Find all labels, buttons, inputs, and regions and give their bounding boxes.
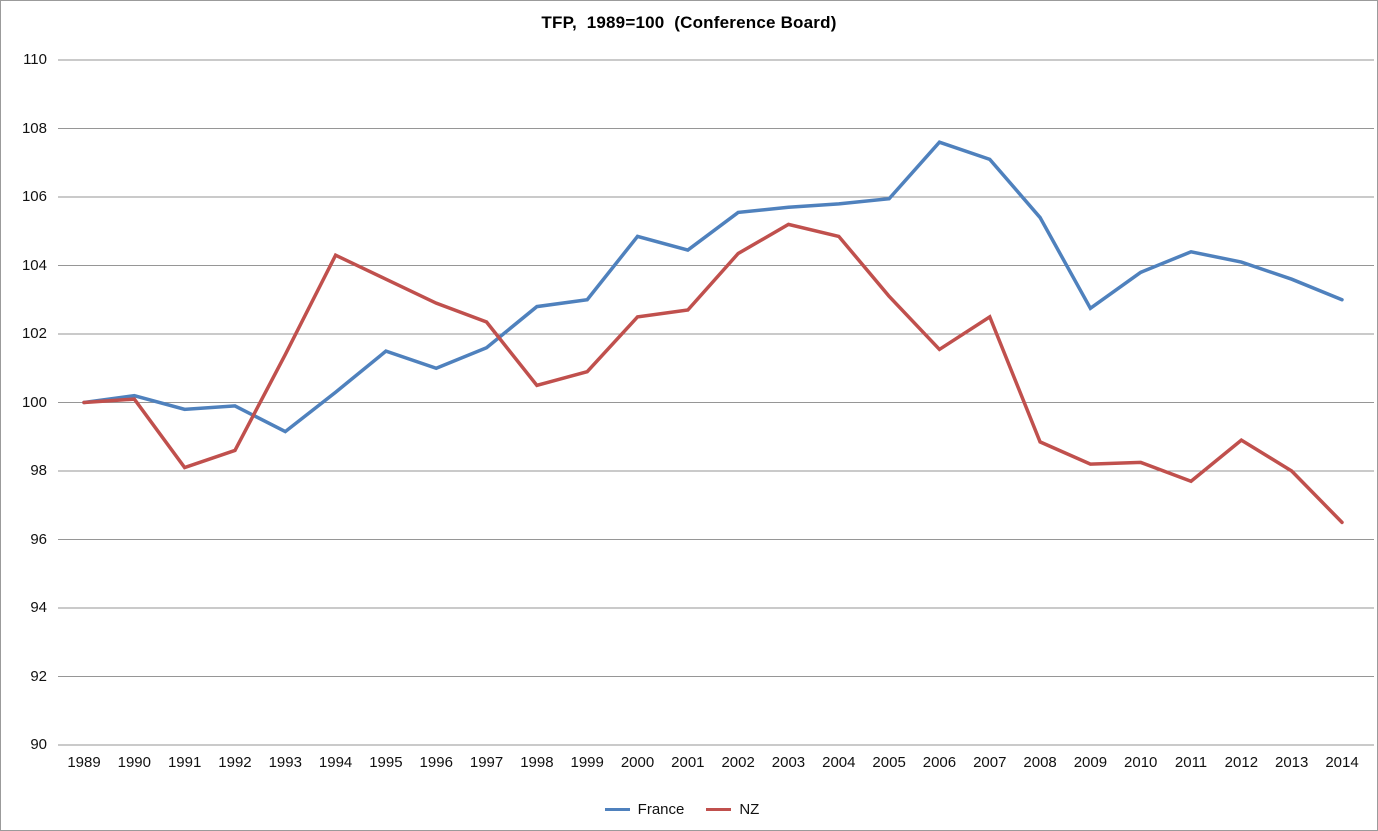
x-tick-label: 2002: [721, 754, 755, 771]
x-tick-label: 2006: [922, 754, 957, 771]
y-tick-label: 104: [21, 256, 47, 274]
x-tick-label: 2014: [1325, 754, 1359, 771]
legend-swatch-nz: [706, 808, 732, 811]
x-tick-label: 1995: [369, 754, 403, 771]
x-tick-label: 1992: [218, 754, 252, 771]
x-tick-label: 1991: [167, 754, 202, 771]
x-tick-label: 2004: [822, 754, 856, 771]
x-tick-label: 2012: [1224, 754, 1259, 771]
legend-swatch-france: [604, 808, 630, 811]
y-tick-label: 102: [21, 325, 47, 342]
x-tick-label: 2007: [973, 754, 1007, 771]
chart-title: TFP, 1989=100 (Conference Board): [541, 13, 837, 32]
x-tick-label: 2011: [1174, 754, 1208, 771]
x-tick-label: 1997: [469, 754, 504, 771]
x-tick-label: 2013: [1274, 754, 1309, 771]
x-tick-label: 1993: [268, 754, 302, 771]
series-line-france: [82, 140, 1344, 434]
x-tick-label: 2003: [771, 754, 806, 771]
x-tick-label: 2000: [620, 754, 655, 771]
y-tick-label: 106: [21, 188, 47, 205]
legend-label-nz: NZ: [739, 801, 760, 818]
x-tick-label: 2008: [1023, 754, 1057, 771]
y-tick-label: 100: [21, 393, 47, 411]
x-tick-label: 1998: [520, 754, 554, 771]
series-line-nz: [82, 222, 1344, 525]
y-tick-label: 98: [30, 462, 47, 479]
legend: France NZ: [1, 801, 1377, 818]
y-tick-label: 108: [21, 119, 47, 137]
legend-label-france: France: [637, 801, 685, 818]
x-tick-label: 2009: [1073, 754, 1108, 771]
x-tick-label: 1996: [419, 754, 453, 771]
y-tick-label: 110: [23, 51, 47, 68]
x-tick-label: 1990: [117, 754, 151, 771]
y-tick-label: 96: [30, 530, 47, 548]
y-tick-label: 92: [30, 667, 47, 685]
x-tick-label: 2005: [872, 754, 906, 771]
x-tick-label: 1989: [67, 754, 101, 771]
x-tick-label: 1994: [318, 754, 353, 771]
x-tick-label: 2010: [1124, 754, 1158, 771]
x-tick-label: 1999: [570, 754, 604, 771]
y-tick-label: 90: [30, 736, 47, 753]
y-tick-label: 94: [30, 599, 47, 616]
x-tick-label: 2001: [671, 754, 705, 771]
